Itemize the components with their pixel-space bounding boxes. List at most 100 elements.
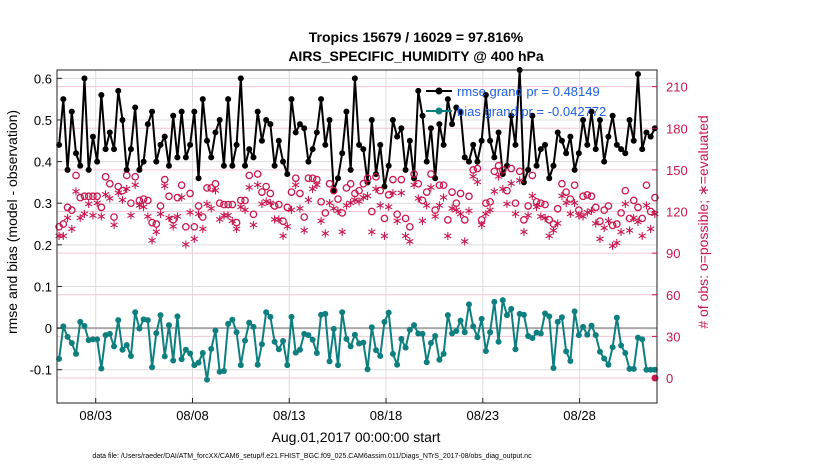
rmse-point [216, 116, 223, 123]
rmse-point [537, 146, 544, 153]
bias-point [127, 352, 134, 359]
rmse-point [305, 158, 312, 165]
obs-possible-point [397, 175, 406, 184]
bias-point [427, 340, 434, 347]
obs-possible-point [460, 216, 469, 224]
obs-evaluated-point: ∗ [307, 182, 318, 197]
bias-point [149, 364, 156, 371]
bias-point [520, 311, 527, 318]
obs-possible-point [477, 216, 486, 224]
bias-point [326, 358, 333, 365]
obs-possible-point [135, 196, 144, 205]
obs-possible-point [59, 220, 68, 228]
bias-point [436, 356, 443, 363]
obs-evaluated-point: ∗ [497, 182, 508, 197]
obs-evaluated-point: ∗ [180, 237, 191, 252]
obs-possible-point [452, 199, 461, 208]
bias-point [389, 350, 396, 357]
bias-point [411, 322, 418, 329]
y-tick-label-6: 0.5 [34, 113, 52, 128]
rmse-series [56, 67, 658, 194]
rmse-point [132, 104, 139, 111]
obs-evaluated-point: ∗ [383, 200, 394, 215]
rmse-point [123, 166, 130, 173]
bias-point [242, 337, 249, 344]
obs-possible-point [287, 188, 296, 196]
obs-possible-point [562, 188, 571, 196]
bias-point [470, 323, 477, 330]
obs-possible-point [241, 196, 249, 205]
rmse-point [444, 96, 451, 103]
obs-evaluated-point: ∗ [565, 207, 576, 222]
bias-point [643, 366, 650, 373]
bias-point [182, 346, 189, 353]
bias-point [170, 357, 177, 364]
obs-evaluated-point: ∗ [265, 196, 276, 211]
obs-evaluated-point: ∗ [645, 222, 656, 237]
rmse-point [233, 141, 240, 148]
y2-axis-label: # of obs: o=possible; ∗=evaluated [695, 115, 711, 328]
obs-evaluated-point: ∗ [409, 178, 420, 193]
y2-axis-ticks: 0 30 60 90 120 150 180 210 [652, 80, 688, 386]
bias-point [296, 346, 303, 353]
rmse-point [157, 141, 164, 148]
obs-possible-point [329, 186, 338, 195]
obs-evaluated-point: ∗ [442, 229, 453, 244]
rmse-point [415, 87, 422, 94]
rmse-point [111, 146, 118, 153]
bias-point [153, 330, 160, 337]
legend-rmse-label: rmse grand pr = 0.48149 [457, 84, 600, 99]
rmse-point [643, 129, 650, 136]
obs-evaluated-point: ∗ [282, 219, 293, 234]
rmse-point [453, 104, 460, 111]
obs-evaluated-point: ∗ [464, 204, 475, 219]
rmse-point [347, 166, 354, 173]
rmse-point [465, 158, 472, 165]
obs-evaluated-point: ∗ [261, 194, 272, 209]
obs-possible-point [465, 192, 473, 201]
obs-possible-point [456, 189, 465, 198]
bias-point [187, 350, 194, 357]
rmse-point [64, 166, 71, 173]
rmse-point [457, 108, 464, 115]
obs-possible-point [220, 200, 228, 209]
obs-possible-point [435, 181, 444, 190]
bias-point [94, 336, 101, 343]
legend-bias-marker [435, 107, 443, 115]
bias-point [575, 332, 582, 339]
bias-point [334, 362, 341, 369]
obs-evaluated-point: ∗ [104, 192, 115, 207]
y2-tick-label-1: 30 [666, 329, 680, 344]
rmse-point [343, 108, 350, 115]
bias-point [542, 310, 549, 317]
bias-point [89, 336, 96, 343]
rmse-point [461, 154, 468, 161]
obs-evaluated-point: ∗ [485, 203, 496, 218]
obs-possible-point [443, 216, 452, 224]
bias-point [144, 317, 151, 324]
obs-possible-point [651, 193, 659, 202]
obs-evaluated-point: ∗ [392, 214, 403, 229]
obs-evaluated-point: ∗ [421, 199, 432, 214]
obs-possible-point [515, 167, 524, 176]
y-tick-label-0: -0.1 [30, 363, 52, 378]
obs-possible-point [236, 196, 245, 205]
bias-point [529, 335, 536, 342]
y2-tick-label-7: 210 [666, 80, 688, 95]
legend: rmse grand pr = 0.48149 bias grand pr = … [426, 84, 606, 119]
obs-evaluated-point: ∗ [83, 197, 94, 212]
bias-point [432, 332, 439, 339]
rmse-point [106, 129, 113, 136]
obs-evaluated-point: ∗ [341, 199, 352, 214]
obs-evaluated-point: ∗ [400, 229, 411, 244]
obs-evaluated-point: ∗ [611, 236, 622, 251]
bias-point [68, 340, 75, 347]
bias-point [444, 312, 451, 319]
rmse-point [487, 137, 494, 144]
obs-evaluated-point: ∗ [130, 178, 141, 193]
rmse-point [406, 137, 413, 144]
rmse-point [613, 141, 620, 148]
x-tick-label-2: 08/13 [273, 408, 306, 423]
bias-point [132, 309, 139, 316]
